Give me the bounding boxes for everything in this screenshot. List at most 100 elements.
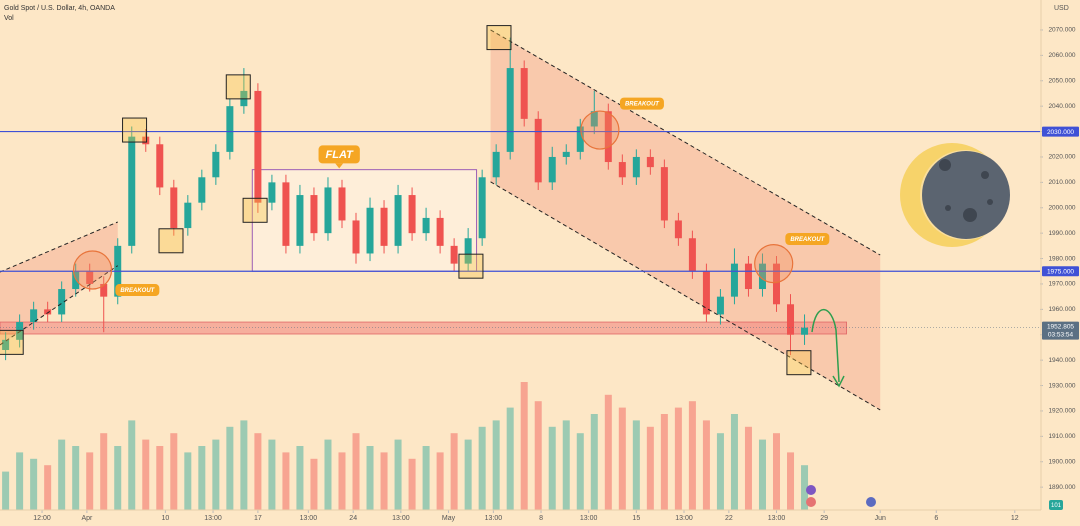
volume-bar bbox=[352, 433, 360, 510]
candle-body bbox=[408, 195, 416, 234]
level-label: 2030.000 bbox=[1047, 129, 1074, 136]
y-tick-label: 1940.000 bbox=[1048, 357, 1075, 364]
volume-label: Vol bbox=[4, 15, 14, 22]
candle-body bbox=[422, 217, 430, 234]
candle-body bbox=[226, 106, 234, 152]
moon-disc bbox=[922, 151, 1010, 239]
callout-box bbox=[318, 145, 360, 164]
callout-label: FLAT bbox=[326, 149, 355, 161]
candle-body bbox=[282, 182, 290, 246]
breakout-circle bbox=[754, 244, 794, 284]
level-label-box bbox=[1042, 126, 1079, 137]
callout-box bbox=[115, 284, 160, 297]
volume-bar bbox=[212, 439, 220, 510]
channel-fill bbox=[0, 221, 118, 345]
candle-body bbox=[520, 68, 528, 119]
volume-bar bbox=[590, 414, 598, 510]
moon-crater bbox=[981, 171, 989, 179]
candle-body bbox=[436, 217, 444, 246]
x-tick-label: 24 bbox=[349, 515, 357, 522]
volume-bar bbox=[730, 414, 738, 510]
candle-body bbox=[702, 271, 710, 315]
y-tick-label: 1970.000 bbox=[1048, 281, 1075, 288]
volume-bar bbox=[534, 401, 542, 510]
candle-body bbox=[450, 245, 458, 264]
volume-bar bbox=[478, 426, 486, 510]
x-tick-label: 13:00 bbox=[675, 515, 693, 522]
x-tick-label: 8 bbox=[539, 515, 543, 522]
callout-box bbox=[619, 97, 664, 110]
candle-body bbox=[464, 238, 472, 264]
candle-body bbox=[2, 339, 10, 350]
y-tick-label: 1930.000 bbox=[1048, 382, 1075, 389]
candle-body bbox=[674, 220, 682, 239]
volume-bar bbox=[2, 471, 10, 510]
candle-body bbox=[758, 263, 766, 290]
volume-bar bbox=[366, 446, 374, 510]
candle-layer bbox=[2, 37, 809, 361]
volume-bar bbox=[787, 452, 795, 510]
volume-bar bbox=[492, 420, 500, 510]
volume-bar bbox=[548, 426, 556, 510]
candle-body bbox=[212, 151, 220, 178]
x-tick-label: Apr bbox=[81, 515, 93, 522]
breakout-circle bbox=[72, 250, 113, 290]
last-price-label: 1952.805 bbox=[1047, 323, 1074, 330]
candle-body bbox=[268, 182, 276, 203]
callout-label: BREAKOUT bbox=[120, 288, 155, 294]
moon-crater bbox=[963, 208, 977, 222]
candle-body bbox=[310, 195, 318, 234]
volume-bar bbox=[646, 426, 654, 510]
volume-bar bbox=[44, 465, 52, 510]
x-tick-label: 29 bbox=[820, 515, 828, 522]
pivot-box bbox=[486, 25, 512, 51]
x-tick-label: 10 bbox=[161, 515, 169, 522]
candle-body bbox=[366, 207, 374, 254]
volume-bar bbox=[618, 407, 626, 510]
volume-bar bbox=[506, 407, 514, 510]
y-tick-label: 2010.000 bbox=[1048, 179, 1075, 186]
volume-bar bbox=[198, 446, 206, 510]
candle-body bbox=[478, 177, 486, 239]
callout-pointer bbox=[335, 163, 344, 169]
volume-bar bbox=[338, 452, 346, 510]
volume-bar bbox=[744, 426, 752, 510]
volume-bar bbox=[520, 382, 528, 510]
candle-body bbox=[604, 111, 612, 163]
moon-crater bbox=[987, 199, 993, 205]
candle-body bbox=[380, 207, 388, 246]
volume-bar bbox=[702, 420, 710, 510]
candle-body bbox=[16, 322, 24, 340]
y-tick-label: 2070.000 bbox=[1048, 27, 1075, 34]
x-tick-label: 12:00 bbox=[33, 515, 51, 522]
volume-bar bbox=[674, 407, 682, 510]
annotation-layer bbox=[0, 29, 1043, 513]
moon-crater bbox=[945, 205, 951, 211]
candle-body bbox=[30, 309, 38, 323]
x-tick-label: 22 bbox=[725, 515, 733, 522]
y-tick-label: 2040.000 bbox=[1048, 103, 1075, 110]
volume-bar bbox=[394, 439, 402, 510]
volume-bar bbox=[170, 433, 178, 510]
candle-body bbox=[772, 263, 780, 305]
y-tick-label: 2000.000 bbox=[1048, 204, 1075, 211]
pivot-box bbox=[225, 74, 251, 100]
pivot-box bbox=[158, 228, 184, 254]
x-tick-label: 17 bbox=[254, 515, 262, 522]
callout: BREAKOUT bbox=[619, 97, 664, 110]
volume-bar bbox=[801, 465, 809, 510]
candle-body bbox=[576, 126, 584, 152]
volume-bar bbox=[422, 446, 430, 510]
volume-bar bbox=[758, 439, 766, 510]
moon-icon bbox=[900, 143, 1010, 247]
volume-bar bbox=[562, 420, 570, 510]
callout: FLAT bbox=[318, 145, 360, 169]
event-icon bbox=[806, 497, 816, 507]
y-tick-label: 1920.000 bbox=[1048, 408, 1075, 415]
badge-box bbox=[1049, 500, 1063, 510]
candle-body bbox=[618, 162, 626, 178]
pivot-box bbox=[122, 117, 148, 143]
y-tick-label: 1980.000 bbox=[1048, 255, 1075, 262]
